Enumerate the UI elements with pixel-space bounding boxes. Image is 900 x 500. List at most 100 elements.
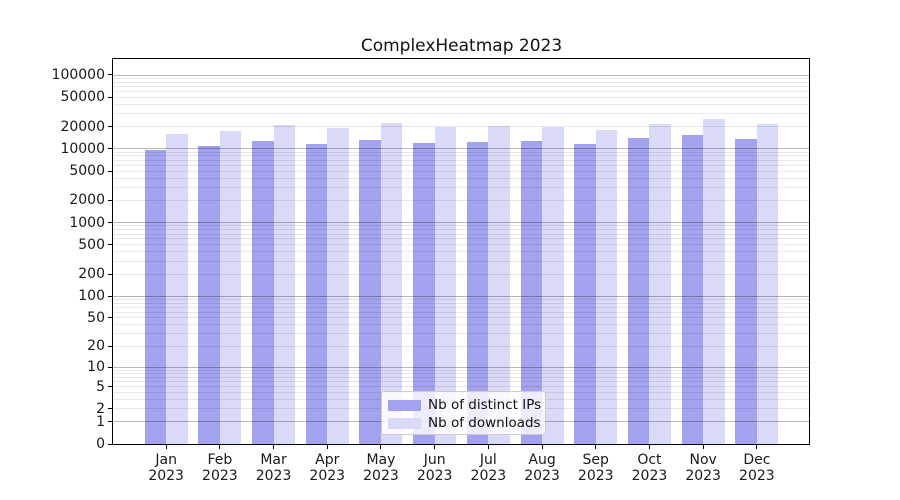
bar-downloads-dec bbox=[756, 124, 779, 444]
x-tick-year: 2023 bbox=[416, 468, 453, 484]
x-tick-year: 2023 bbox=[577, 468, 614, 484]
bar-downloads-jun bbox=[434, 127, 457, 444]
x-tick-mark bbox=[648, 445, 650, 449]
y-tick-label-100000: 100000 bbox=[51, 66, 105, 83]
y-tick-mark bbox=[108, 273, 113, 275]
gridline-major bbox=[113, 295, 809, 297]
x-tick-year: 2023 bbox=[202, 468, 238, 484]
legend-label-distinct-ips: Nb of distinct IPs bbox=[428, 397, 542, 413]
y-tick-mark bbox=[108, 408, 113, 410]
gridline-major bbox=[113, 74, 809, 76]
y-tick-label-0: 0 bbox=[96, 436, 105, 452]
x-tick-month: May bbox=[366, 452, 396, 468]
x-tick-month: Apr bbox=[315, 452, 340, 468]
gridline-minor bbox=[113, 333, 809, 335]
gridline-minor bbox=[113, 317, 809, 319]
x-tick-year: 2023 bbox=[470, 468, 507, 484]
bar-downloads-nov bbox=[703, 119, 725, 444]
gridline-minor bbox=[113, 159, 809, 161]
gridline-minor bbox=[113, 311, 809, 313]
bar-distinct-ips-sep bbox=[574, 144, 596, 444]
gridline-minor bbox=[113, 233, 809, 235]
x-tick-label-aug: Aug 2023 bbox=[510, 452, 574, 484]
bar-distinct-ips-jan bbox=[144, 150, 167, 444]
x-tick-month: Sep bbox=[582, 452, 609, 468]
y-tick-label-100: 100 bbox=[78, 288, 105, 305]
x-tick-mark bbox=[219, 445, 221, 449]
gridline-major bbox=[113, 148, 809, 150]
gridline-minor bbox=[113, 376, 809, 378]
x-tick-label-apr: Apr 2023 bbox=[295, 452, 359, 484]
gridline-minor bbox=[113, 345, 809, 347]
gridline-minor bbox=[113, 251, 809, 253]
bar-downloads-jan bbox=[166, 133, 188, 444]
y-tick-label-20: 20 bbox=[87, 338, 105, 355]
y-tick-mark bbox=[108, 443, 113, 445]
y-tick-label-50: 50 bbox=[87, 309, 105, 326]
x-tick-label-jan: Jan 2023 bbox=[134, 452, 198, 484]
gridline-minor bbox=[113, 96, 809, 98]
gridline-minor bbox=[113, 170, 809, 172]
legend: Nb of distinct IPs Nb of downloads bbox=[381, 391, 546, 435]
gridline-minor bbox=[113, 85, 809, 87]
bar-distinct-ips-oct bbox=[627, 138, 650, 444]
bar-downloads-aug bbox=[542, 126, 564, 444]
x-tick-mark bbox=[273, 445, 275, 449]
gridline-minor bbox=[113, 103, 809, 105]
bar-downloads-sep bbox=[595, 130, 618, 444]
legend-swatch-distinct-ips bbox=[388, 400, 421, 411]
gridline-minor bbox=[113, 177, 809, 179]
x-tick-mark bbox=[434, 445, 436, 449]
bar-downloads-apr bbox=[327, 128, 349, 444]
x-tick-year: 2023 bbox=[524, 468, 560, 484]
y-tick-label-200: 200 bbox=[78, 266, 105, 283]
gridline-minor bbox=[113, 260, 809, 262]
x-tick-label-jun: Jun 2023 bbox=[403, 452, 467, 484]
gridline-minor bbox=[113, 369, 809, 371]
gridline-minor bbox=[113, 386, 809, 388]
bar-distinct-ips-dec bbox=[735, 138, 757, 444]
bar-distinct-ips-feb bbox=[198, 146, 220, 444]
legend-label-downloads: Nb of downloads bbox=[428, 415, 541, 431]
gridline-minor bbox=[113, 229, 809, 231]
y-tick-label-10: 10 bbox=[87, 359, 105, 376]
y-tick-mark bbox=[108, 386, 113, 388]
y-tick-mark bbox=[108, 317, 113, 319]
x-tick-month: Aug bbox=[528, 452, 556, 468]
gridline-minor bbox=[113, 302, 809, 304]
y-tick-mark bbox=[108, 74, 113, 76]
y-tick-label-500: 500 bbox=[78, 236, 105, 253]
gridline-minor bbox=[113, 324, 809, 326]
x-tick-label-dec: Dec 2023 bbox=[725, 452, 789, 484]
x-tick-mark bbox=[541, 445, 543, 449]
y-tick-mark bbox=[108, 345, 113, 347]
gridline-minor bbox=[113, 238, 809, 240]
y-tick-mark bbox=[108, 96, 113, 98]
bar-distinct-ips-nov bbox=[681, 134, 704, 444]
gridline-minor bbox=[113, 81, 809, 83]
gridline-minor bbox=[113, 164, 809, 166]
gridline-minor bbox=[113, 225, 809, 227]
y-tick-mark bbox=[108, 170, 113, 172]
gridline-minor bbox=[113, 244, 809, 246]
chart-title: ComplexHeatmap 2023 bbox=[360, 36, 563, 56]
gridline-minor bbox=[113, 298, 809, 300]
x-tick-year: 2023 bbox=[309, 468, 346, 484]
y-tick-label-1: 1 bbox=[96, 413, 105, 430]
x-tick-mark bbox=[595, 445, 597, 449]
y-tick-mark bbox=[108, 421, 113, 423]
y-tick-mark bbox=[108, 244, 113, 246]
x-tick-label-feb: Feb 2023 bbox=[188, 452, 252, 484]
gridline-major bbox=[113, 366, 809, 368]
gridline-minor bbox=[113, 77, 809, 79]
x-tick-month: Jul bbox=[479, 452, 497, 468]
gridline-minor bbox=[113, 113, 809, 115]
bar-downloads-may bbox=[380, 123, 403, 444]
y-tick-mark bbox=[108, 222, 113, 224]
x-tick-mark bbox=[756, 445, 758, 449]
bar-distinct-ips-jul bbox=[466, 142, 489, 444]
x-tick-mark bbox=[487, 445, 489, 449]
x-tick-year: 2023 bbox=[363, 468, 399, 484]
x-tick-month: Mar bbox=[260, 452, 287, 468]
gridline-minor bbox=[113, 381, 809, 383]
